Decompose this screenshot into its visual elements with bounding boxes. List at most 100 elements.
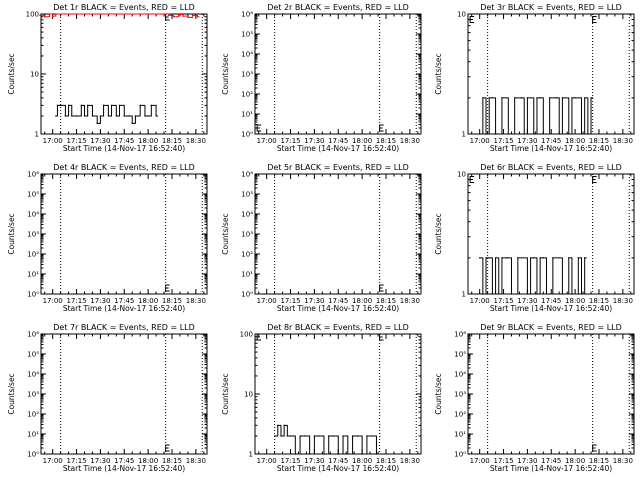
series-events-point [479,133,481,135]
x-tick-label: 17:15 [493,297,513,305]
x-axis-label: Start Time (14-Nov-17 16:52:40) [63,144,185,153]
plot-frame [254,13,422,135]
x-tick-label: 17:15 [493,457,513,465]
series-events-point [485,257,487,259]
series-events-point [71,115,73,117]
x-axis-label: Start Time (14-Nov-17 16:52:40) [277,304,399,313]
y-tick-label: 1 [462,291,466,299]
x-tick-label: 17:00 [470,297,490,305]
series-events-point [501,97,503,99]
y-tick-label: 10² [241,91,253,99]
series-events-point [574,97,576,99]
series-lld-point [177,13,179,16]
series-events-point [102,104,105,106]
series-lld-point [163,13,165,15]
x-tick-label: 17:30 [90,297,110,305]
interval-marker [256,333,262,341]
chart-title: Det 2r BLACK = Events, RED = LLD [267,3,409,12]
series-events-point [115,115,117,117]
x-tick-label: 17:30 [304,137,324,145]
chart-title: Det 7r BLACK = Events, RED = LLD [53,323,195,332]
series-events-point [361,453,363,455]
series-events-point [347,453,349,455]
series-events-point [488,257,490,259]
y-tick-label: 10³ [241,71,253,79]
y-tick-label: 10¹ [27,271,39,279]
x-tick-label: 17:30 [517,297,537,305]
x-tick-label: 17:30 [517,457,537,465]
x-tick-label: 18:15 [589,457,609,465]
series-events-point [286,435,288,437]
series-events-point [539,257,541,259]
plot-frame [467,173,635,295]
y-axis-label: Counts/sec [7,53,16,94]
chart-title: Det 9r BLACK = Events, RED = LLD [480,323,622,332]
y-tick-label: 10⁴ [241,51,253,59]
series-events-point [118,104,121,106]
series-events-point [514,97,516,99]
y-tick-label: 10⁰ [241,291,253,299]
y-tick-label: 100 [26,11,39,19]
x-tick-label: 18:30 [613,457,633,465]
series-events-point [60,104,62,106]
y-tick-label: 10⁶ [241,11,253,19]
x-tick-label: 17:45 [114,297,134,305]
x-tick-label: 18:15 [589,137,609,145]
series-events-point [529,257,532,259]
series-events-point [526,97,528,99]
x-tick-label: 17:30 [517,137,537,145]
y-axis-label: Counts/sec [221,213,230,254]
series-events-point [561,97,564,99]
series-events-point [337,453,339,455]
series-lld-point [55,13,57,15]
series-events-point [110,104,113,106]
interval-marker [592,175,597,183]
series-events-point [155,115,157,117]
y-axis-label: Counts/sec [221,53,230,94]
series-events-point [289,435,292,437]
series-events-point [536,97,538,99]
chart-title: Det 5r BLACK = Events, RED = LLD [267,163,409,172]
y-tick-label: 10³ [454,391,466,399]
x-tick-label: 17:00 [470,137,490,145]
series-events-point [351,435,354,437]
y-axis-label: Counts/sec [434,213,443,254]
x-tick-label: 17:30 [90,137,110,145]
series-events-point [539,97,541,99]
series-events-point [55,115,57,117]
x-tick-label: 18:00 [138,137,158,145]
series-events-line [274,424,379,455]
x-axis-label: Start Time (14-Nov-17 16:52:40) [490,304,612,313]
series-events-point [96,122,98,125]
x-tick-label: 18:00 [352,297,372,305]
y-tick-label: 10² [454,411,466,419]
series-events-point [313,435,315,437]
interval-marker [379,333,384,341]
y-tick-label: 10⁴ [454,371,466,379]
plot-frame [40,173,208,295]
series-lld-point [48,13,51,15]
x-tick-label: 17:30 [304,457,324,465]
x-tick-label: 17:30 [304,297,324,305]
series-events-line [55,104,159,124]
series-events-point [584,257,586,259]
series-events-point [517,257,519,259]
y-tick-label: 10⁰ [454,451,466,459]
series-events-point [277,424,279,426]
x-tick-label: 18:30 [186,297,206,305]
chart-title: Det 1r BLACK = Events, RED = LLD [53,3,195,12]
series-events-point [568,257,570,259]
series-events-point [545,293,548,295]
x-tick-label: 18:15 [376,137,396,145]
x-tick-label: 17:15 [493,137,513,145]
interval-marker [165,284,170,292]
interval-marker [379,284,384,292]
series-lld-point [182,15,184,17]
y-tick-label: 1 [249,451,253,459]
plot-frame [40,333,208,455]
series-events-line [479,97,594,135]
y-tick-label: 100 [240,331,253,339]
